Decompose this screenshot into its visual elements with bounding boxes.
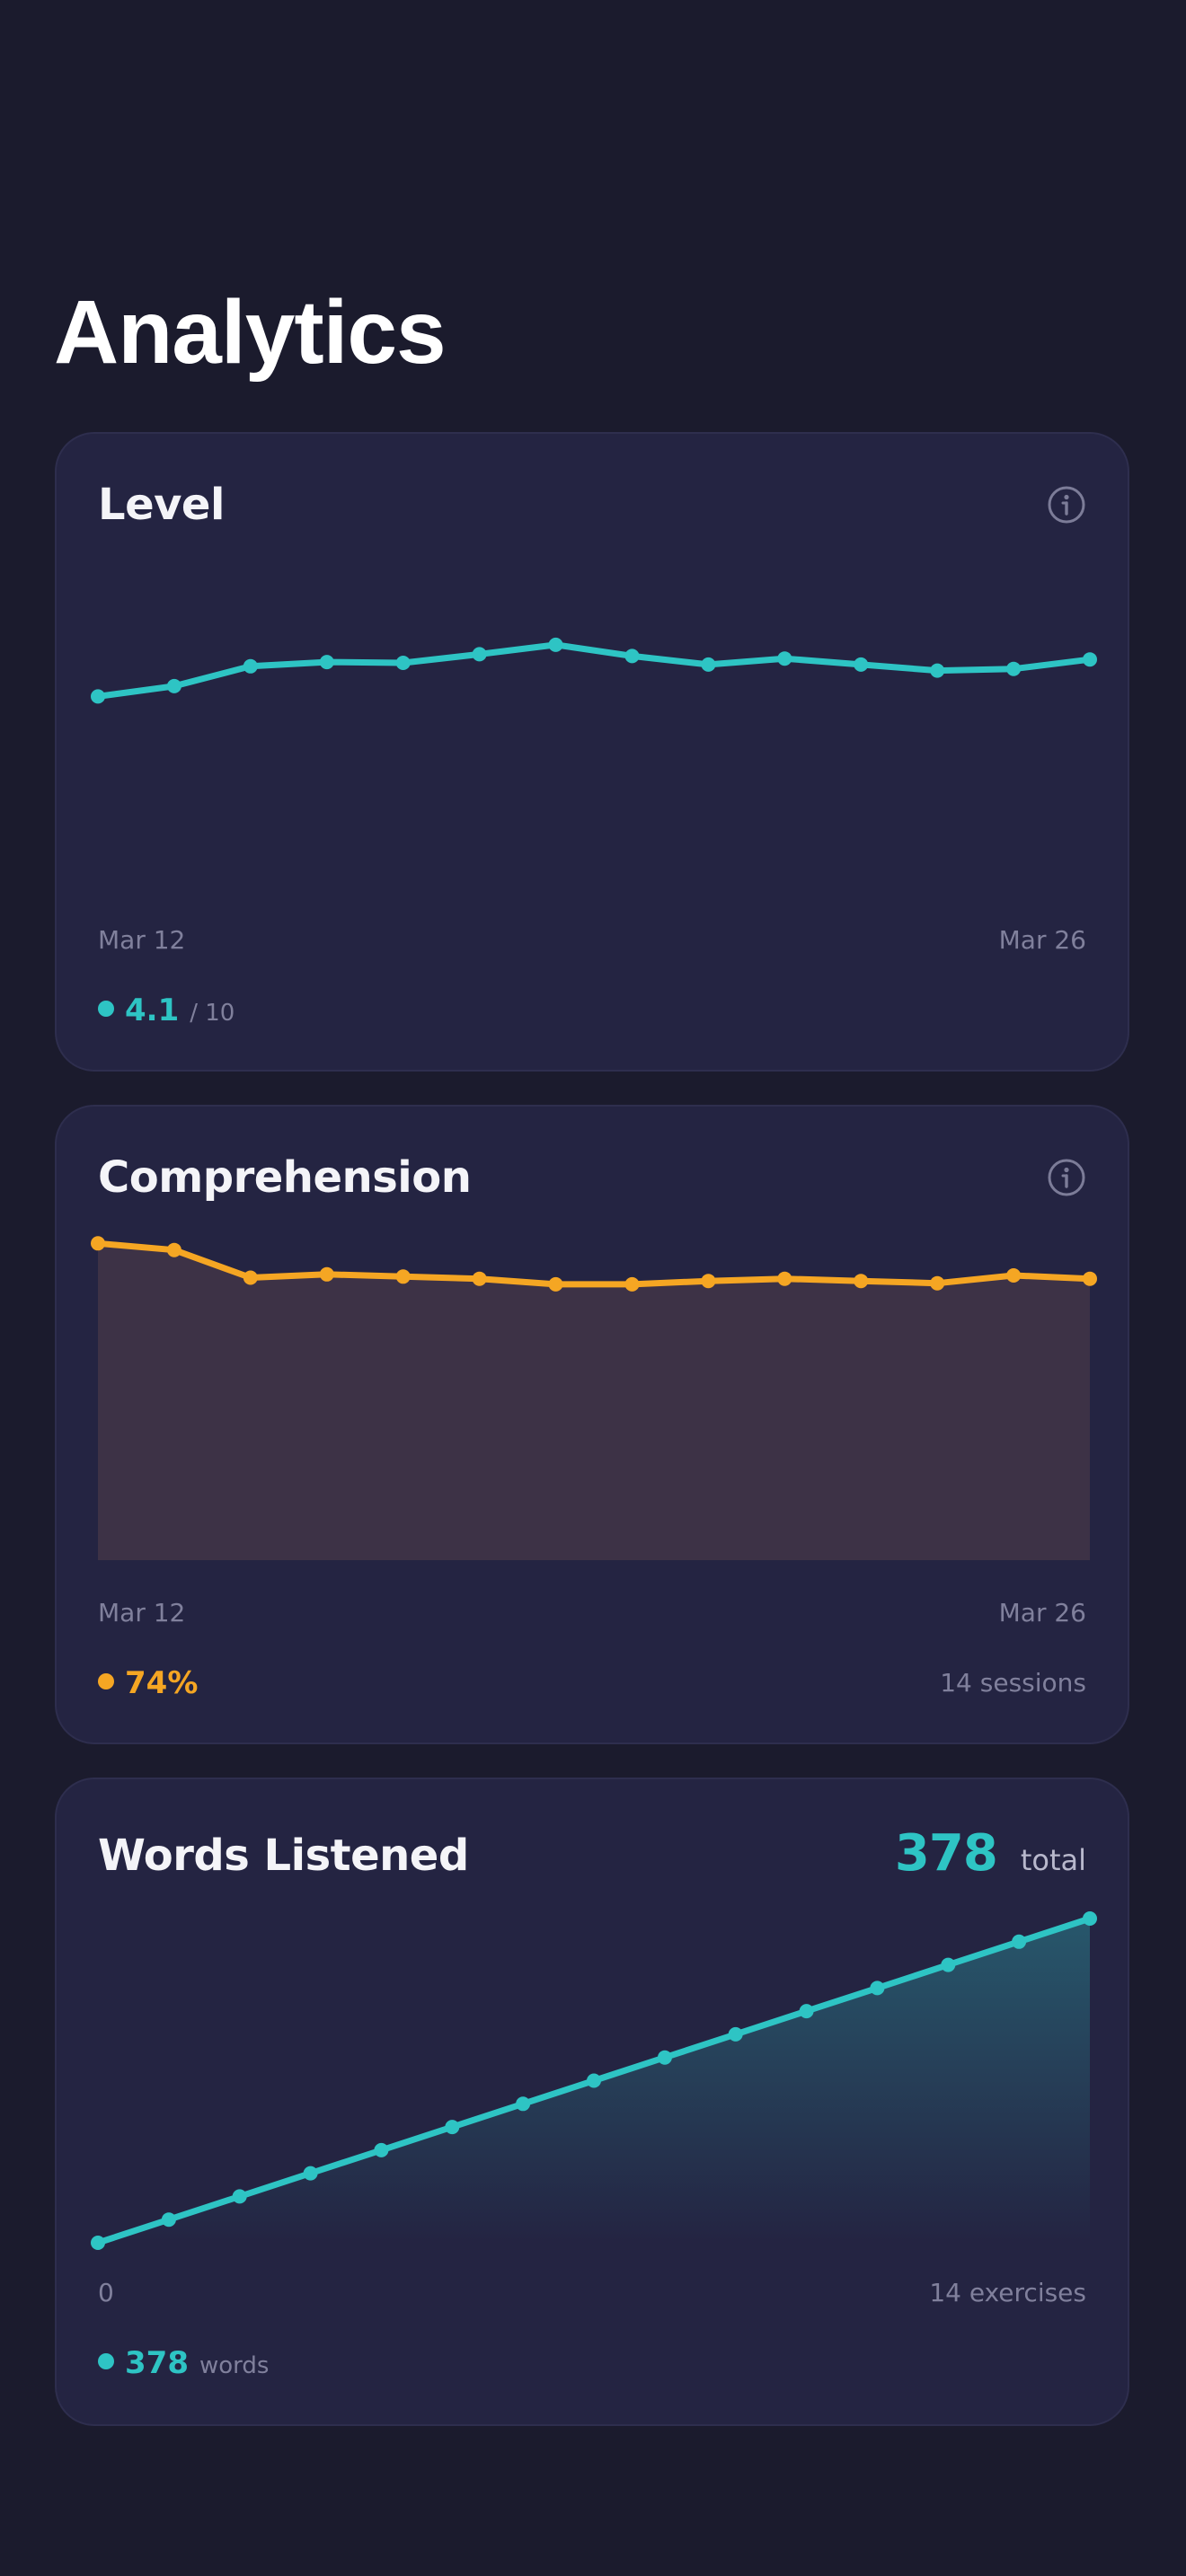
chart-point	[319, 1266, 334, 1282]
chart-point	[587, 2073, 601, 2088]
chart-point	[472, 1271, 487, 1286]
chart-point	[930, 663, 945, 678]
chart-series-line	[94, 1239, 1093, 1288]
chart-point	[799, 2004, 814, 2019]
chart-point	[395, 656, 411, 670]
chart-point	[472, 647, 487, 662]
words-chart	[91, 1911, 1097, 2250]
chart-point	[624, 648, 640, 664]
chart-point	[548, 637, 563, 652]
words-current-suffix: words	[199, 2352, 270, 2379]
comprehension-current-value: 74%	[125, 1665, 199, 1701]
chart-point	[516, 2096, 531, 2112]
words-total: 378 total	[895, 1824, 1086, 1883]
chart-point	[548, 1276, 563, 1292]
chart-point	[624, 1276, 640, 1292]
comprehension-chart	[91, 1236, 1097, 1560]
chart-point	[166, 678, 181, 693]
chart-point	[91, 2236, 105, 2250]
chart-point	[232, 2189, 247, 2204]
chart-point	[1006, 661, 1022, 676]
chart-point	[445, 2120, 460, 2135]
page-title: Analytics	[54, 282, 447, 383]
chart-point	[1083, 1911, 1097, 1926]
chart-point	[91, 689, 105, 704]
chart-point	[1006, 1268, 1022, 1283]
words-total-value: 378	[894, 1824, 998, 1883]
level-card-title: Level	[98, 480, 225, 530]
chart-point	[1083, 1271, 1097, 1286]
comprehension-axis-end-label: Mar 26	[998, 1598, 1086, 1628]
chart-point	[91, 1236, 105, 1251]
comprehension-card-title: Comprehension	[98, 1152, 472, 1203]
level-current-stat: 4.1 / 10	[98, 992, 235, 1028]
chart-point	[243, 658, 258, 674]
sessions-count: 14 sessions	[940, 1668, 1086, 1698]
level-axis-end-label: Mar 26	[998, 925, 1086, 955]
chart-point	[777, 651, 792, 666]
chart-point	[1083, 652, 1097, 667]
words-legend-dot	[98, 2353, 114, 2369]
chart-point	[166, 1242, 181, 1257]
chart-point	[854, 657, 869, 672]
chart-point	[701, 657, 716, 672]
info-circle-icon[interactable]	[1047, 485, 1086, 525]
chart-point	[161, 2212, 176, 2228]
chart-point	[374, 2142, 389, 2157]
level-legend-dot	[98, 1001, 114, 1017]
words-current-stat: 378 words	[98, 2345, 269, 2381]
words-card-title: Words Listened	[98, 1831, 469, 1881]
chart-point	[941, 1957, 956, 1972]
chart-point	[303, 2166, 318, 2181]
chart-point	[930, 1275, 945, 1291]
chart-point	[243, 1270, 258, 1285]
chart-point	[657, 2050, 672, 2065]
chart-point	[701, 1274, 716, 1289]
chart-point	[854, 1274, 869, 1289]
comprehension-card: Comprehension Mar 12 Mar 26 74% 14 sessi…	[55, 1105, 1129, 1744]
chart-point	[728, 2026, 743, 2042]
chart-point	[777, 1271, 792, 1286]
chart-point	[395, 1269, 411, 1284]
comprehension-current-stat: 74%	[98, 1665, 198, 1701]
words-axis-end-label: 14 exercises	[929, 2278, 1086, 2307]
words-current-value: 378	[125, 2345, 189, 2381]
words-total-label: total	[1020, 1843, 1086, 1877]
level-current-value: 4.1	[125, 992, 180, 1028]
words-axis-start-label: 0	[98, 2278, 114, 2307]
info-circle-icon[interactable]	[1047, 1158, 1086, 1197]
chart-point	[319, 655, 334, 670]
chart-point	[1012, 1934, 1027, 1949]
level-card: Level Mar 12 Mar 26 4.1 / 10	[55, 432, 1129, 1072]
chart-point	[870, 1981, 885, 1996]
level-chart	[91, 637, 1097, 704]
chart-area-fill	[98, 1243, 1090, 1560]
comprehension-axis-start-label: Mar 12	[98, 1598, 186, 1628]
level-axis-start-label: Mar 12	[98, 925, 186, 955]
words-listened-card: Words Listened 378 total 0 14 exercises …	[55, 1778, 1129, 2426]
level-current-suffix: / 10	[190, 1000, 235, 1027]
chart-series-line	[94, 641, 1093, 700]
comprehension-legend-dot	[98, 1673, 114, 1689]
